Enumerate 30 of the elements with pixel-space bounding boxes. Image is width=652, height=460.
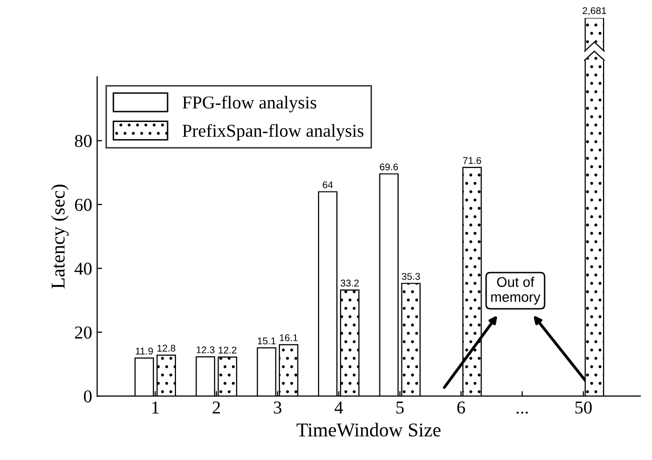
x-tick-label: 3 xyxy=(274,401,282,414)
data-label: 16.1 xyxy=(280,334,298,342)
data-label: 2,681 xyxy=(582,7,606,16)
x-tick-label: 4 xyxy=(334,402,343,414)
y-tick-label: 80 xyxy=(74,134,92,148)
data-label: 64 xyxy=(322,181,333,188)
x-tick-label: 1 xyxy=(152,402,159,414)
data-label: 12.3 xyxy=(196,346,214,354)
data-label: 11.9 xyxy=(136,348,153,355)
y-tick-label: 40 xyxy=(74,262,92,275)
data-label: 15.1 xyxy=(258,338,276,344)
annotation: Out of memory xyxy=(491,276,540,305)
data-label: 33.2 xyxy=(340,280,359,287)
legend-label: PrefixSpan-flow analysis xyxy=(182,124,364,141)
y-tick-label: 60 xyxy=(75,198,92,211)
y-tick-label: 20 xyxy=(75,326,92,339)
x-tick-label: ... xyxy=(516,412,528,414)
x-tick-label: 2 xyxy=(212,401,220,414)
legend-label: FPG-flow analysis xyxy=(182,96,316,112)
x-tick-label: 6 xyxy=(457,401,466,414)
data-label: 69.6 xyxy=(380,163,398,170)
x-tick-label: 5 xyxy=(396,402,404,414)
data-label: 71.6 xyxy=(463,157,482,164)
x-tick-label: 50 xyxy=(575,401,592,414)
x-axis-title: TimeWindow Size xyxy=(296,422,440,437)
data-label: 12.2 xyxy=(218,346,236,354)
y-tick-label: 0 xyxy=(84,390,92,402)
data-label: 12.8 xyxy=(158,344,176,352)
y-axis-title: Latency (sec) xyxy=(50,184,69,289)
data-label: 35.3 xyxy=(402,272,420,280)
